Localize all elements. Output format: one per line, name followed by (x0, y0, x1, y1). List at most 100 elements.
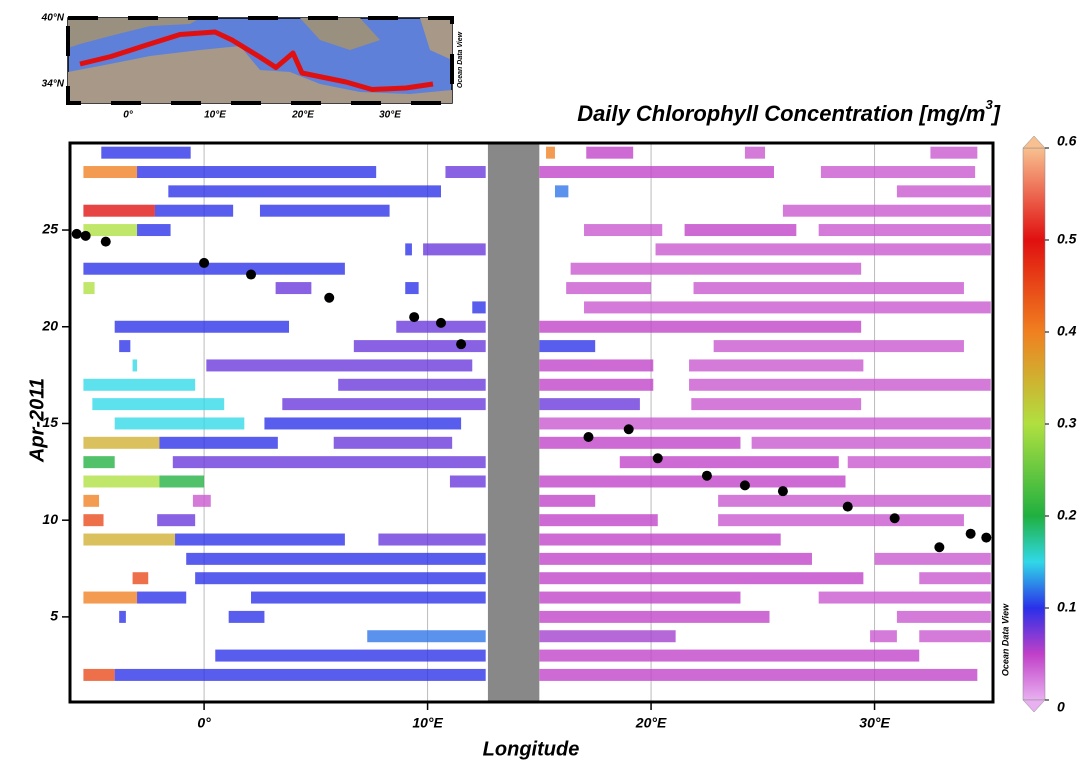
chl-strip (260, 205, 390, 217)
y-tick-label: 15 (42, 414, 58, 430)
chl-strip (819, 224, 991, 236)
chl-strip (752, 437, 991, 449)
chl-strip (714, 340, 964, 352)
chl-strip (133, 572, 149, 584)
chl-strip (115, 669, 486, 681)
chl-strip (334, 437, 452, 449)
ship-position (981, 533, 991, 543)
chl-strip (133, 359, 137, 371)
chl-strip (691, 398, 861, 410)
x-tick-label: 0° (197, 715, 211, 731)
x-axis-label: Longitude (483, 738, 580, 760)
chl-strip (566, 282, 651, 294)
colorbar (1023, 148, 1045, 700)
chl-strip (689, 359, 863, 371)
chart: 40°N 34°N 0° 10°E 20°E 30°E Ocean Data V… (0, 0, 1082, 764)
chl-strip (119, 340, 130, 352)
chl-strip (83, 534, 175, 546)
chl-strip (821, 166, 975, 178)
chl-strip (870, 630, 897, 642)
chl-strip (155, 205, 233, 217)
colorbar-credit: Ocean Data View (1000, 603, 1010, 676)
chl-strip (718, 495, 991, 507)
chl-strip (539, 398, 640, 410)
chl-strip (83, 205, 155, 217)
ship-position (436, 318, 446, 328)
chl-strip (83, 166, 137, 178)
chl-strip (539, 669, 977, 681)
chl-strip (229, 611, 265, 623)
chl-strip (83, 379, 195, 391)
x-tick-label: 30°E (859, 715, 890, 731)
chl-strip (137, 592, 186, 604)
chl-strip (689, 379, 991, 391)
chl-strip (539, 630, 675, 642)
chl-strip (539, 437, 740, 449)
chl-strip (539, 572, 863, 584)
colorbar-cap (1023, 136, 1045, 148)
chl-strip (848, 456, 991, 468)
chl-strip (83, 224, 137, 236)
chl-strip (546, 147, 555, 159)
ship-position (843, 502, 853, 512)
chl-strip (539, 379, 653, 391)
chl-strip (539, 495, 595, 507)
chl-strip (159, 437, 277, 449)
map-lon-label: 20°E (291, 110, 314, 121)
chl-strip (83, 669, 114, 681)
y-tick-label: 25 (41, 221, 58, 237)
chl-strip (83, 263, 344, 275)
colorbar-tick-label: 0.1 (1057, 599, 1077, 615)
chl-strip (783, 205, 991, 217)
chl-strip (539, 166, 774, 178)
ship-position (456, 339, 466, 349)
chl-strip (137, 166, 376, 178)
chl-strip (83, 475, 159, 487)
ship-position (778, 486, 788, 496)
chl-strip (282, 398, 485, 410)
chl-strip (656, 243, 991, 255)
chart-title: Daily Chlorophyll Concentration [mg/m3] (577, 97, 1000, 125)
chl-strip (264, 417, 461, 429)
ship-position (246, 270, 256, 280)
chl-strip (539, 592, 740, 604)
chl-strip (745, 147, 765, 159)
ship-position (653, 453, 663, 463)
chl-strip (157, 514, 195, 526)
chl-strip (539, 514, 657, 526)
chl-strip (539, 611, 769, 623)
chl-strip (175, 534, 345, 546)
chl-strip (539, 534, 780, 546)
chl-strip (215, 650, 485, 662)
chl-strip (83, 437, 159, 449)
chl-strip (555, 185, 568, 197)
ship-position (740, 480, 750, 490)
chl-strip (819, 592, 991, 604)
chl-strip (276, 282, 312, 294)
map-lon-label: 0° (123, 110, 134, 121)
chl-strip (83, 495, 99, 507)
chl-strip (897, 185, 991, 197)
colorbar-tick-label: 0.4 (1057, 323, 1077, 339)
land-band (488, 143, 539, 702)
ship-position (409, 312, 419, 322)
inset-map: 40°N 34°N 0° 10°E 20°E 30°E Ocean Data V… (41, 13, 464, 121)
chl-strip (620, 456, 839, 468)
ship-position (72, 229, 82, 239)
ship-position (966, 529, 976, 539)
chl-strip (472, 301, 485, 313)
chl-strip (930, 147, 977, 159)
chl-strip (378, 534, 485, 546)
chl-strip (718, 514, 964, 526)
ship-position (624, 424, 634, 434)
chl-strip (115, 417, 245, 429)
map-lon-label: 30°E (379, 110, 401, 121)
ship-position (324, 293, 334, 303)
colorbar-tick-label: 0.3 (1057, 415, 1077, 431)
chl-strip (897, 611, 991, 623)
chl-strip (159, 475, 204, 487)
chl-strip (92, 398, 224, 410)
y-tick-label: 5 (50, 608, 58, 624)
y-tick-label: 20 (41, 317, 58, 333)
colorbar-tick-label: 0.6 (1057, 133, 1077, 149)
